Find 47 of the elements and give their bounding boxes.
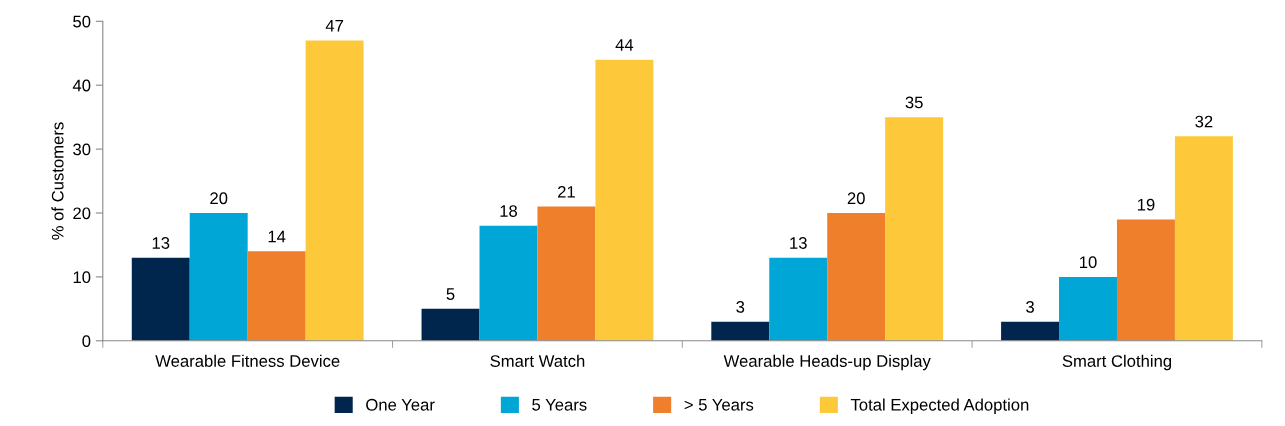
data-label: 10: [1080, 256, 1097, 269]
bar: [711, 321, 770, 341]
bar: [305, 40, 364, 341]
bar: [479, 225, 538, 341]
data-label: 20: [847, 192, 865, 205]
legend-label: 5 Years: [532, 399, 587, 411]
data-label: 3: [736, 300, 745, 313]
data-label: 47: [325, 19, 344, 32]
y-tick-label: 10: [73, 271, 91, 284]
data-label: 18: [500, 205, 518, 217]
y-tick-label: 40: [72, 79, 91, 92]
data-label: 13: [790, 237, 807, 249]
bar: [1174, 136, 1233, 341]
legend-label: One Year: [366, 398, 435, 411]
bar: [1116, 219, 1175, 341]
bar: [769, 257, 828, 341]
bar: [1059, 276, 1117, 341]
data-label: 20: [210, 192, 228, 205]
data-label: 44: [615, 39, 634, 51]
y-tick-label: 0: [82, 335, 91, 347]
bar: [421, 308, 480, 341]
legend-label: Total Expected Adoption: [850, 398, 1029, 414]
y-tick-label: 30: [73, 143, 91, 156]
x-tick-label: Wearable Heads-up Display: [723, 354, 931, 371]
y-axis-title: % of Customers: [51, 122, 64, 240]
y-tick-label: 50: [73, 15, 91, 28]
legend-label: > 5 Years: [684, 399, 754, 411]
bar: [131, 257, 190, 341]
data-label: 3: [1026, 300, 1034, 313]
data-label: 14: [268, 230, 286, 243]
data-label: 32: [1195, 115, 1213, 128]
data-label: 5: [446, 288, 455, 300]
y-tick-label: 20: [73, 207, 91, 220]
data-label: 21: [558, 185, 575, 198]
bar: [595, 59, 654, 341]
x-tick-label: Wearable Fitness Device: [155, 354, 340, 367]
bar: [827, 213, 886, 341]
data-label: 19: [1137, 198, 1155, 211]
bar: [189, 213, 248, 341]
data-label: 13: [152, 237, 170, 249]
bar: [537, 206, 596, 341]
bar: [885, 117, 944, 341]
bar: [247, 251, 306, 341]
x-tick-label: Smart Clothing: [1062, 354, 1172, 371]
bar: [1001, 321, 1060, 341]
x-tick-label: Smart Watch: [490, 354, 585, 367]
data-label: 35: [905, 96, 923, 109]
